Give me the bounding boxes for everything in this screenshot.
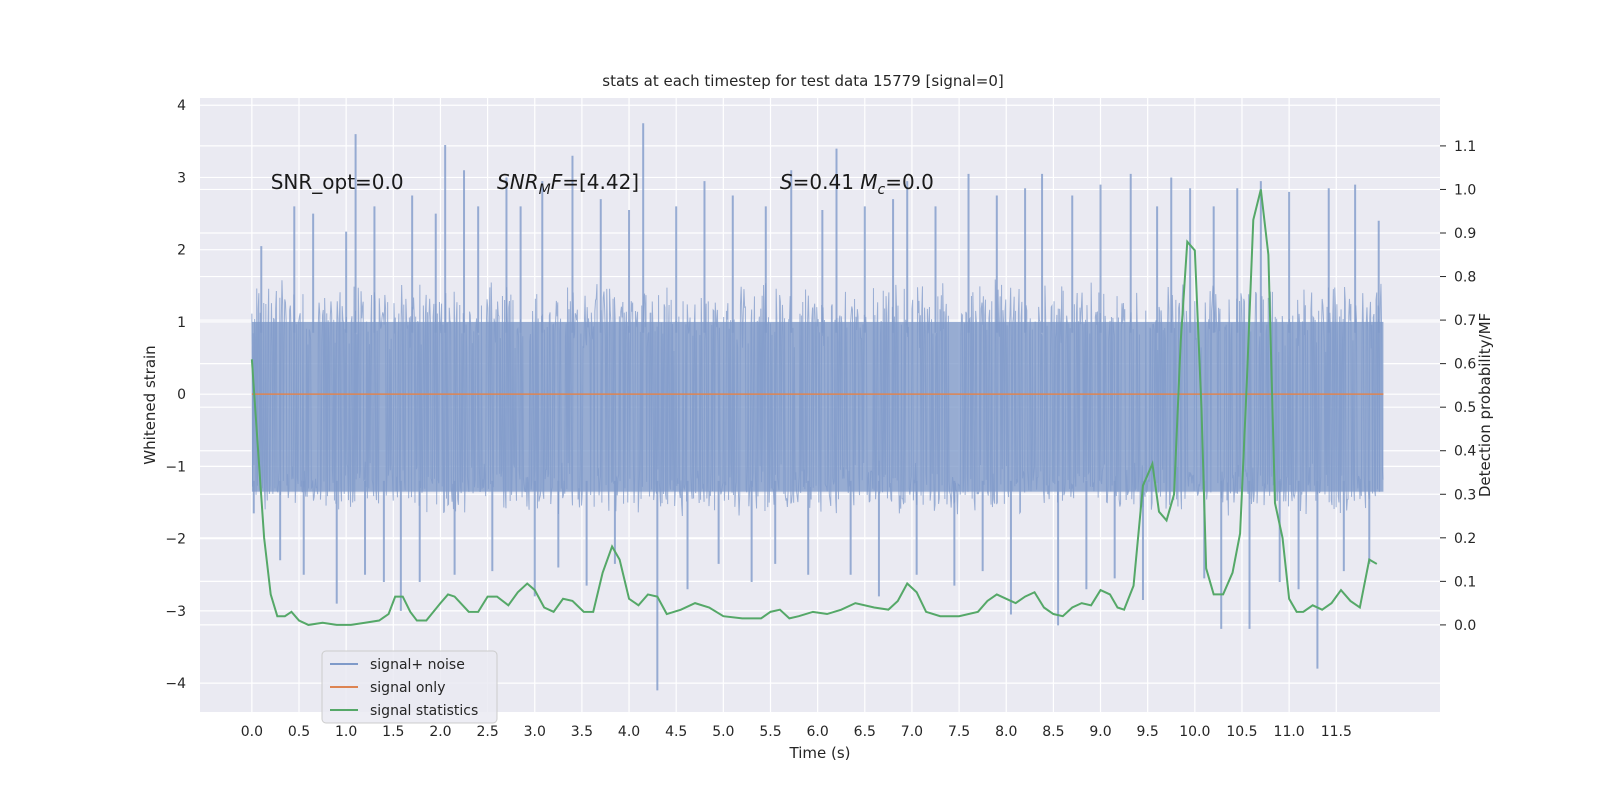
- x-tick-label: 5.5: [759, 724, 781, 740]
- chart-title: stats at each timestep for test data 157…: [602, 72, 1003, 90]
- annotation-part: M: [539, 182, 551, 198]
- x-tick-label: 10.0: [1179, 724, 1210, 740]
- y-right-tick-label: 0.6: [1454, 357, 1476, 373]
- y-tick-label: −1: [165, 459, 186, 475]
- series-line: [250, 189, 1378, 626]
- annotation-part: M: [860, 170, 877, 194]
- series-layer: [250, 123, 1384, 691]
- y-right-tick-label: 0.4: [1454, 444, 1476, 460]
- x-tick-label: 6.5: [854, 724, 876, 740]
- y-tick-label: 3: [177, 170, 186, 186]
- annotations: SNR_opt=0.0 SNRMF=[4.42] S=0.41 Mc=0.0: [271, 170, 934, 198]
- annotation-text: S=0.41 Mc=0.0: [780, 170, 934, 198]
- y-right-tick-label: 0.8: [1454, 270, 1476, 286]
- y-tick-label: 0: [177, 387, 186, 403]
- x-tick-label: 5.0: [712, 724, 734, 740]
- annotation-part: =0.0: [885, 170, 934, 194]
- x-tick-label: 8.0: [995, 724, 1017, 740]
- y-right-tick-label: 0.3: [1454, 487, 1476, 503]
- x-tick-label: 11.5: [1321, 724, 1352, 740]
- legend-label: signal statistics: [370, 703, 478, 719]
- x-tick-label: 7.5: [948, 724, 970, 740]
- x-tick-label: 3.0: [524, 724, 546, 740]
- annotation-part: =[4.42]: [562, 170, 639, 194]
- x-tick-label: 3.5: [571, 724, 593, 740]
- y-tick-label: −3: [165, 604, 186, 620]
- annotation-part: F: [551, 170, 563, 194]
- annotation-part: c: [878, 182, 886, 198]
- legend-label: signal only: [370, 680, 445, 696]
- y-right-tick-label: 1.0: [1454, 182, 1476, 198]
- x-tick-label: 11.0: [1274, 724, 1305, 740]
- x-axis-label: Time (s): [789, 744, 851, 762]
- y-right-tick-label: 0.5: [1454, 400, 1476, 416]
- x-tick-label: 1.0: [335, 724, 357, 740]
- x-tick-label: 4.0: [618, 724, 640, 740]
- y-tick-label: −2: [165, 532, 186, 548]
- x-tick-label: 4.5: [665, 724, 687, 740]
- x-tick-labels: 0.0 0.5 1.0 1.5 2.0 2.5 3.0 3.5 4.0 4.5 5.0 5.5 6.0 6…: [241, 724, 1352, 740]
- x-tick-label: 1.5: [382, 724, 404, 740]
- y-right-tick-label: 0.1: [1454, 574, 1476, 590]
- x-tick-label: 10.5: [1226, 724, 1257, 740]
- x-tick-label: 7.0: [901, 724, 923, 740]
- y-tick-label: −4: [165, 676, 186, 692]
- y-right-tick-label: 0.0: [1454, 618, 1476, 634]
- x-tick-label: 2.0: [429, 724, 451, 740]
- y-right-tick-label: 0.7: [1454, 313, 1476, 329]
- y-axis-label: Whitened strain: [141, 345, 159, 464]
- x-tick-label: 8.5: [1042, 724, 1064, 740]
- legend-label: signal+ noise: [370, 657, 465, 673]
- y-right-tick-label: 0.9: [1454, 226, 1476, 242]
- annotation-part: SNR_opt=0.0: [271, 170, 404, 194]
- y-tick-label: 2: [177, 243, 186, 259]
- noise-series-core: [251, 321, 1384, 492]
- y-right-tick-label: 1.1: [1454, 139, 1476, 155]
- annotation-text: SNR_opt=0.0: [271, 170, 404, 194]
- x-tick-label: 6.0: [807, 724, 829, 740]
- x-tick-label: 9.0: [1089, 724, 1111, 740]
- annotation-part: =0.41: [793, 170, 861, 194]
- x-tick-label: 9.5: [1137, 724, 1159, 740]
- legend-box: [321, 650, 498, 724]
- annotation-text: SNRMF=[4.42]: [497, 170, 639, 198]
- y-right-tick-labels: 0.0 0.1 0.2 0.3 0.4 0.5 0.6 0.7 0.8 0.9 1.0 1.1: [1440, 139, 1476, 634]
- legend: signal+ noise signal only signal statistic…: [321, 650, 498, 724]
- annotation-part: SNR: [497, 170, 539, 194]
- x-tick-label: 0.5: [288, 724, 310, 740]
- x-tick-label: 0.0: [241, 724, 263, 740]
- y-tick-label: 1: [177, 315, 186, 331]
- x-tick-label: 2.5: [476, 724, 498, 740]
- y-right-axis-label: Detection probability/MF: [1476, 313, 1494, 497]
- y-right-tick-label: 0.2: [1454, 531, 1476, 547]
- y-tick-label: 4: [177, 98, 186, 114]
- y-tick-labels: −4 −3 −2 −1 0 1 2 3 4: [165, 98, 186, 692]
- annotation-part: S: [780, 170, 793, 194]
